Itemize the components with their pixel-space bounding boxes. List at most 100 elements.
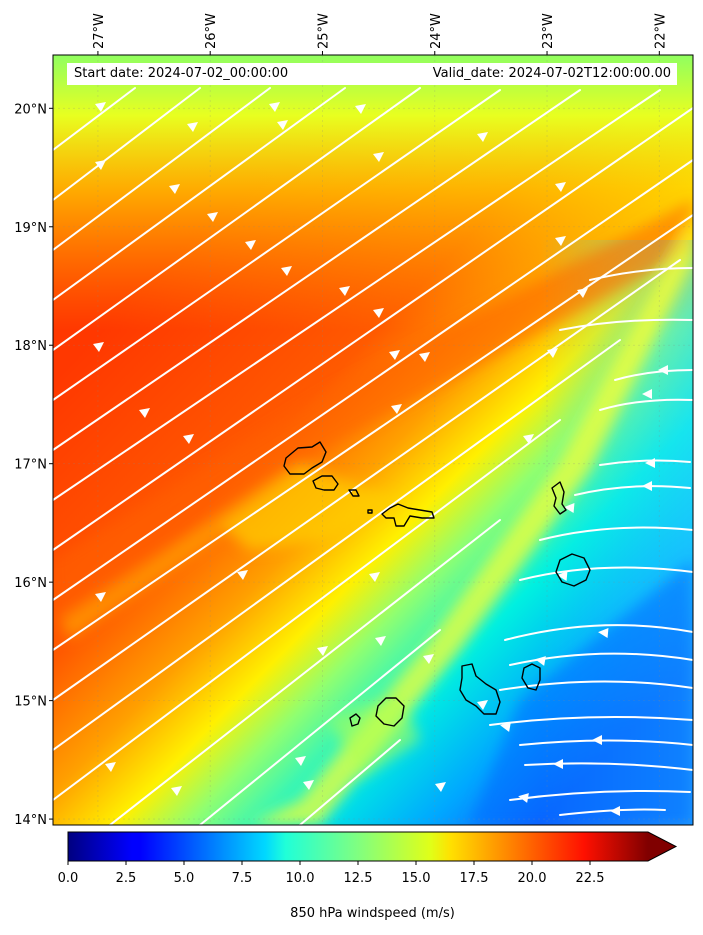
streamline-arrow <box>372 151 384 162</box>
streamline-arrow <box>642 389 652 399</box>
streamline-arrow <box>390 403 402 414</box>
streamline-arrow <box>294 755 306 766</box>
island-fogo <box>375 697 405 727</box>
streamline-arrow <box>138 407 150 418</box>
streamline-arrow <box>94 159 106 170</box>
streamline-arrow <box>610 806 620 816</box>
streamline-arrow <box>92 341 104 352</box>
island-boa-vista <box>555 553 591 587</box>
lat-gridlines <box>53 107 693 820</box>
streamline-arrow <box>372 307 384 318</box>
streamline <box>53 87 201 201</box>
streamline <box>53 87 136 151</box>
streamline <box>599 459 691 466</box>
streamline-arrow <box>418 351 430 362</box>
start-date-text: Start date: 2024-07-02_00:00:00 <box>74 66 289 81</box>
streamline <box>589 267 693 281</box>
streamline-arrow <box>422 653 434 664</box>
streamline-arrow <box>598 628 609 638</box>
coastlines <box>283 441 591 727</box>
island-santa-luzia <box>348 489 360 497</box>
streamline-arrow <box>280 265 292 276</box>
streamline-arrow <box>236 569 248 580</box>
island-maio <box>521 663 541 691</box>
island-razo <box>367 509 373 514</box>
lon-tick-label: 22°W <box>653 13 668 49</box>
streamline-arrow <box>168 183 180 194</box>
lon-tick-label: 27°W <box>92 13 107 49</box>
island-santo-antao <box>283 441 327 475</box>
lon-tick-label: 24°W <box>429 13 444 49</box>
lat-tick-label: 19°N <box>14 221 47 236</box>
streamlines <box>53 87 693 825</box>
streamline <box>509 652 693 666</box>
colorbar: 0.0 2.5 5.0 7.5 10.0 12.5 15.0 17.5 20.0 22.5 <box>58 831 678 886</box>
streamline-arrow <box>554 181 566 192</box>
streamline <box>199 629 441 825</box>
streamline <box>559 318 693 331</box>
streamline <box>574 485 691 496</box>
streamline-arrow <box>388 349 400 360</box>
colorbar-tick-label: 20.0 <box>518 871 547 886</box>
colorbar-tick-label: 7.5 <box>232 871 253 886</box>
date-info-box: Start date: 2024-07-02_00:00:00 Valid_da… <box>67 63 677 85</box>
streamline <box>504 624 693 641</box>
island-sao-nicolau <box>381 503 435 527</box>
lon-tick-label: 23°W <box>541 13 556 49</box>
colorbar-gradient <box>68 832 648 861</box>
colorbar-tick-label: 0.0 <box>58 871 79 886</box>
streamline <box>499 680 693 691</box>
streamline-arrow <box>94 591 106 602</box>
streamline <box>599 398 693 411</box>
streamline-arrow <box>94 101 106 112</box>
streamline-arrow <box>244 239 256 250</box>
streamline-arrow <box>206 211 218 222</box>
streamline <box>53 159 693 601</box>
streamline <box>53 89 581 451</box>
colorbar-outline <box>67 831 678 862</box>
wake-diagonal <box>60 470 300 640</box>
streamline-arrow <box>368 571 380 582</box>
colorbar-tick-label: 17.5 <box>460 871 489 886</box>
colorbar-label: 850 hPa windspeed (m/s) <box>290 906 455 921</box>
streamline-arrow <box>642 481 652 491</box>
wake-yellow-band <box>220 465 400 550</box>
streamline-arrow <box>268 101 280 112</box>
island-santiago <box>459 663 501 715</box>
streamline <box>53 259 681 701</box>
streamline-arrow <box>302 779 314 790</box>
streamline-arrow <box>557 571 568 581</box>
streamline-arrow <box>500 722 511 732</box>
streamline-arrow <box>316 645 328 656</box>
streamline <box>524 762 693 771</box>
streamline-arrows <box>92 101 668 816</box>
streamline-arrow <box>354 103 366 114</box>
streamline-arrow <box>104 761 116 772</box>
streamline <box>53 89 661 501</box>
streamline <box>519 566 693 581</box>
streamline <box>53 214 693 651</box>
lon-tick-label: 26°W <box>204 13 219 49</box>
colorbar-extend-arrow <box>648 832 676 861</box>
streamline-arrow <box>186 121 198 132</box>
streamline <box>539 526 693 541</box>
streamline <box>53 87 271 251</box>
streamline-arrow <box>554 235 566 246</box>
streamline-arrow <box>564 503 575 513</box>
colorbar-tick-label: 22.5 <box>576 871 605 886</box>
streamline-arrow <box>276 119 288 130</box>
island-sao-vicente <box>312 475 339 491</box>
lon-gridlines <box>97 55 660 825</box>
map-frame <box>52 54 694 826</box>
orange-jet-band <box>53 200 693 620</box>
streamline-arrow <box>182 433 194 444</box>
streamline-arrow <box>476 131 488 142</box>
streamline <box>53 419 561 801</box>
streamline-arrow <box>658 365 668 375</box>
longitude-ticks: 27°W 26°W 25°W 24°W 23°W 22°W <box>92 13 668 55</box>
valid-date-text: Valid_date: 2024-07-02T12:00:00.00 <box>432 66 671 81</box>
island-brava <box>349 713 361 727</box>
streamline-arrow <box>592 735 602 745</box>
streamline-arrow <box>476 699 488 710</box>
